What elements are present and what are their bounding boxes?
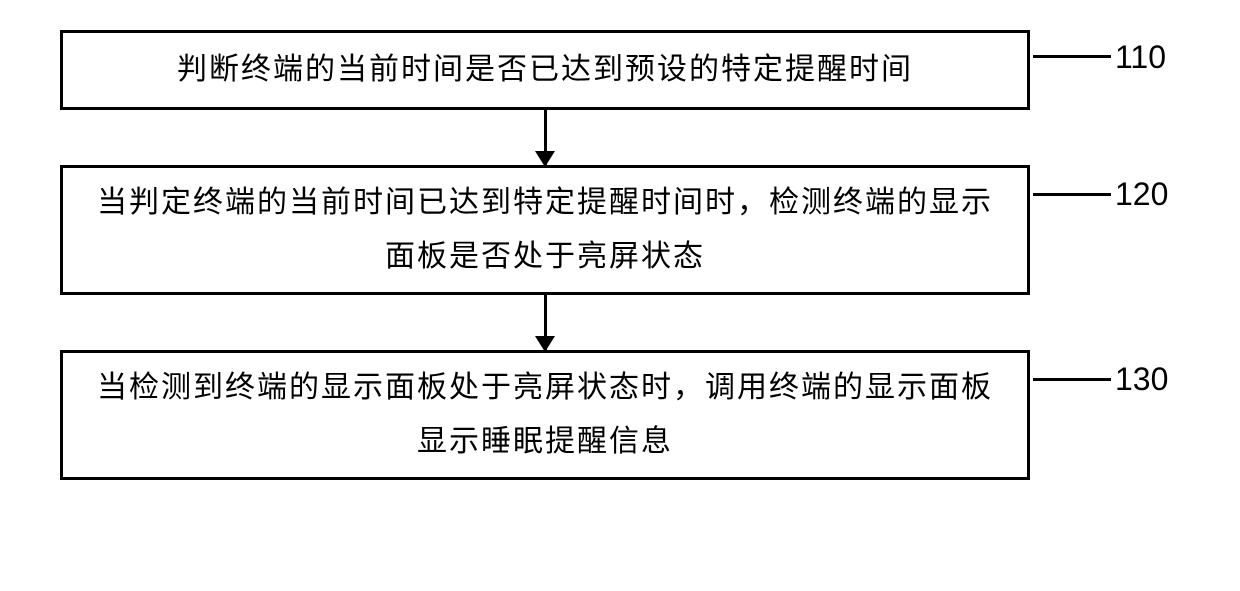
connector-line-3 xyxy=(1033,378,1111,381)
box-label-1: 110 xyxy=(1115,39,1166,76)
box-text-1: 判断终端的当前时间是否已达到预设的特定提醒时间 xyxy=(177,43,913,97)
flowchart-box-1: 判断终端的当前时间是否已达到预设的特定提醒时间 110 xyxy=(60,30,1030,110)
flowchart-container: 判断终端的当前时间是否已达到预设的特定提醒时间 110 当判定终端的当前时间已达… xyxy=(60,30,1180,480)
box-text-2: 当判定终端的当前时间已达到特定提醒时间时，检测终端的显示面板是否处于亮屏状态 xyxy=(93,176,997,284)
flowchart-box-2: 当判定终端的当前时间已达到特定提醒时间时，检测终端的显示面板是否处于亮屏状态 1… xyxy=(60,165,1030,295)
arrow-container-2 xyxy=(60,295,1030,350)
flowchart-box-3: 当检测到终端的显示面板处于亮屏状态时，调用终端的显示面板显示睡眠提醒信息 130 xyxy=(60,350,1030,480)
box-label-3: 130 xyxy=(1115,361,1168,398)
arrow-1 xyxy=(544,110,547,165)
arrow-container-1 xyxy=(60,110,1030,165)
arrow-2 xyxy=(544,295,547,350)
box-label-2: 120 xyxy=(1115,176,1168,213)
box-text-3: 当检测到终端的显示面板处于亮屏状态时，调用终端的显示面板显示睡眠提醒信息 xyxy=(93,361,997,469)
connector-line-2 xyxy=(1033,193,1111,196)
connector-line-1 xyxy=(1033,55,1111,58)
